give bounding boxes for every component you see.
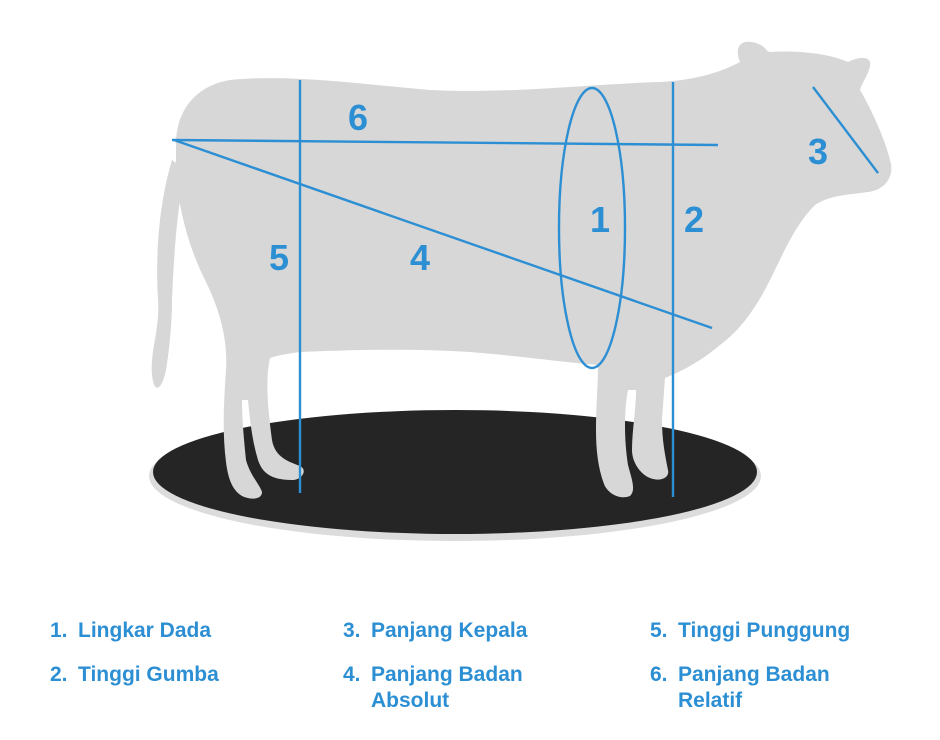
cow-silhouette [151,41,892,499]
legend-text: Panjang Badan [678,663,830,686]
legend-item-back-height: 5. Tinggi Punggung [650,618,850,644]
cow-tail [151,160,186,388]
label-absolute-body-length: 4 [410,237,430,278]
label-head-length: 3 [808,131,828,172]
label-back-height: 5 [269,237,289,278]
legend-text: Panjang Kepala [371,619,528,642]
legend-number: 2. [50,663,68,686]
legend-number: 3. [343,619,361,642]
legend-item-absolute-body-length: 4. Panjang Badan Absolut [343,662,527,714]
line-head-length [812,86,879,174]
cattle-measurement-diagram: 1 2 3 4 5 6 [149,41,892,541]
legend-number: 1. [50,619,68,642]
measurement-lines [171,80,879,497]
legend-item-relative-body-length: 6. Panjang Badan Relatif [650,662,850,714]
legend-text-line2: Relatif [678,689,743,712]
label-relative-body-length: 6 [348,97,368,138]
cow-ear [737,41,770,62]
legend-number: 5. [650,619,668,642]
label-chest-girth: 1 [590,199,610,240]
legend-number: 6. [650,663,668,686]
label-withers-height: 2 [684,199,704,240]
legend-item-withers-height: 2. Tinggi Gumba [50,662,219,688]
legend-number: 4. [343,663,361,686]
legend-column-3: 5. Tinggi Punggung 6. Panjang Badan Rela… [650,618,850,732]
legend-item-head-length: 3. Panjang Kepala [343,618,527,644]
legend-text: Panjang Badan [371,663,523,686]
legend-column-1: 1. Lingkar Dada 2. Tinggi Gumba [50,618,219,706]
legend-column-2: 3. Panjang Kepala 4. Panjang Badan Absol… [343,618,527,732]
cow-body [176,50,892,499]
legend-text: Tinggi Punggung [678,619,851,642]
legend-text: Tinggi Gumba [78,663,219,686]
legend-item-chest-girth: 1. Lingkar Dada [50,618,219,644]
line-relative-body-length [171,138,719,147]
ellipse-chest-girth [557,86,627,370]
legend-text: Lingkar Dada [78,619,212,642]
legend-text-line2: Absolut [371,689,450,712]
measurement-legend: 1. Lingkar Dada 2. Tinggi Gumba 3. Panja… [0,618,940,728]
line-absolute-body-length [173,138,713,330]
